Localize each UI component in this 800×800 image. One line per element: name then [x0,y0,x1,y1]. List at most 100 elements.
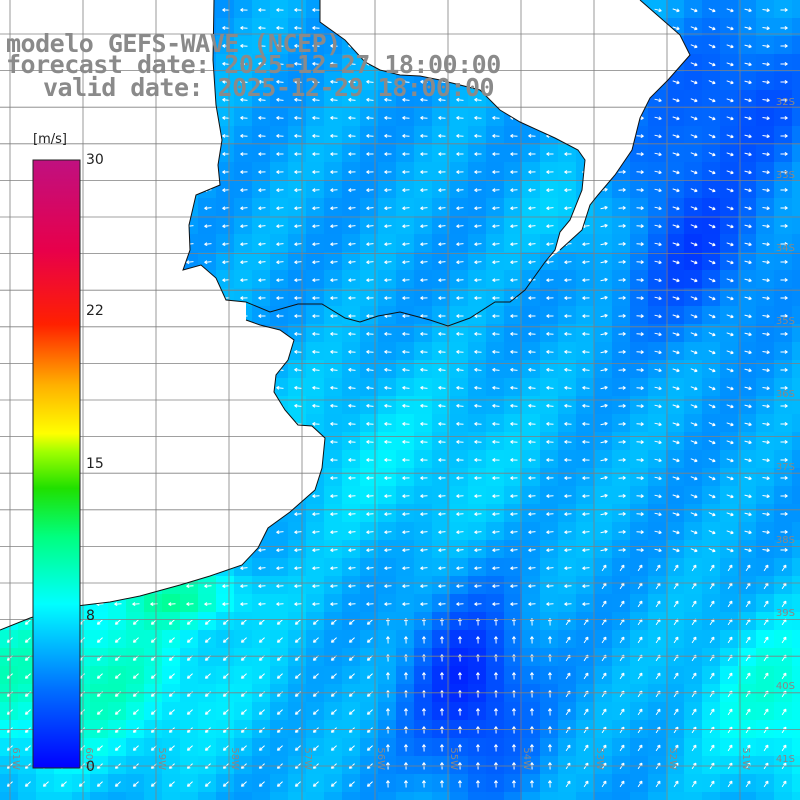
wind-speed-cell [630,216,649,235]
wind-arrow [745,600,751,608]
wind-speed-cell [378,486,397,505]
wind-arrow [582,457,590,462]
wind-speed-cell [360,702,379,721]
wind-arrow [348,673,355,679]
wind-speed-cell [558,702,577,721]
wind-speed-cell [378,72,397,91]
wind-speed-cell [504,198,523,217]
wind-speed-cell [792,144,800,163]
wind-arrow [492,206,500,211]
wind-arrow [672,458,680,463]
wind-arrow [240,242,248,247]
wind-arrow [564,188,572,193]
wind-speed-cell [738,90,757,109]
wind-arrow [492,512,500,517]
wind-speed-cell [774,162,793,181]
wind-arrow [582,331,590,336]
wind-speed-cell [270,144,289,163]
wind-speed-cell [648,630,667,649]
wind-speed-cell [648,684,667,703]
wind-speed-cell [612,612,631,631]
wind-arrow [546,331,554,336]
wind-arrow [690,152,698,157]
wind-speed-cell [792,594,800,613]
wind-speed-cell [558,342,577,361]
wind-speed-cell [252,126,271,145]
wind-arrow [745,744,751,752]
wind-speed-cell [162,792,181,800]
wind-speed-cell [738,684,757,703]
wind-speed-cell [468,180,487,199]
wind-speed-cell [720,756,739,775]
wind-speed-cell [216,594,235,613]
wind-speed-cell [756,558,775,577]
wind-arrow [240,133,248,138]
wind-speed-cell [126,702,145,721]
wind-arrow [457,636,462,644]
wind-speed-cell [324,180,343,199]
wind-speed-cell [648,216,667,235]
wind-arrow [708,188,716,193]
wind-arrow [438,457,446,462]
wind-arrow [258,224,266,229]
wind-arrow [564,296,572,300]
wind-speed-cell [360,432,379,451]
wind-speed-cell [522,432,541,451]
wind-arrow [601,708,607,716]
wind-arrow [439,726,444,734]
wind-arrow [547,744,552,752]
wind-arrow [420,296,428,300]
wind-arrow [384,548,392,553]
wind-arrow [529,780,534,788]
wind-arrow [763,600,769,608]
wind-speed-cell [162,756,181,775]
wind-arrow [366,781,373,787]
wind-speed-cell [288,270,307,289]
wind-speed-cell [594,288,613,307]
wind-arrow [312,637,319,643]
wind-arrow [726,242,734,247]
wind-speed-cell [342,72,361,91]
wind-arrow [780,115,788,120]
wind-speed-cell [396,702,415,721]
wind-speed-cell [180,702,199,721]
wind-speed-cell [306,126,325,145]
wind-speed-cell [288,594,307,613]
wind-speed-cell [126,738,145,757]
wind-speed-cell [792,0,800,19]
wind-arrow [708,170,716,175]
wind-speed-cell [774,198,793,217]
wind-arrow [312,25,320,30]
wind-arrow [438,548,446,553]
wind-speed-cell [414,792,433,800]
wind-speed-cell [198,234,217,253]
wind-arrow [546,314,554,319]
wind-speed-cell [612,522,631,541]
wind-arrow [582,403,590,408]
wind-arrow [439,636,444,644]
wind-arrow [348,709,355,715]
wind-speed-cell [774,288,793,307]
wind-arrow [708,512,716,517]
wind-speed-cell [396,468,415,487]
wind-arrow [636,134,644,139]
wind-speed-cell [126,756,145,775]
wind-arrow [510,170,518,175]
wind-speed-cell [756,756,775,775]
wind-arrow [708,152,716,157]
wind-speed-cell [612,684,631,703]
wind-speed-cell [432,612,451,631]
wind-speed-cell [108,648,127,667]
wind-speed-cell [774,594,793,613]
wind-speed-cell [342,270,361,289]
wind-speed-cell [432,738,451,757]
wind-arrow [726,296,734,301]
wind-arrow [240,619,247,625]
wind-speed-cell [540,396,559,415]
wind-arrow [348,637,355,643]
wind-speed-cell [792,666,800,685]
wind-arrow [420,152,428,157]
wind-speed-cell [738,432,757,451]
wind-arrow [709,672,715,680]
wind-speed-cell [396,558,415,577]
